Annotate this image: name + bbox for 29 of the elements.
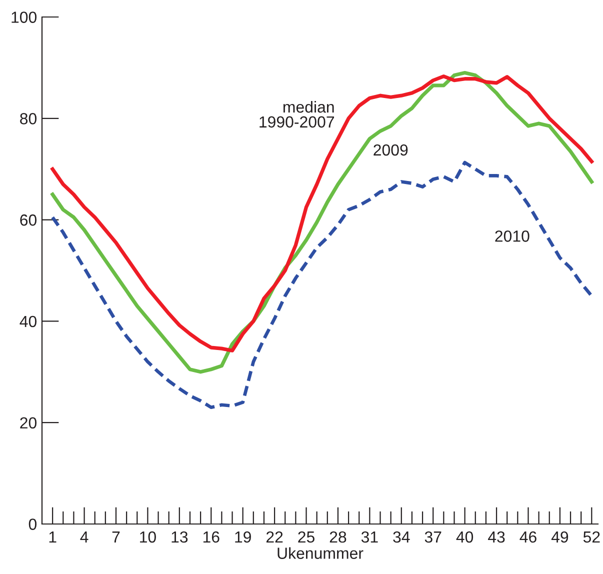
y-tick-label: 40 <box>20 316 37 328</box>
x-tick-label: 28 <box>330 531 346 543</box>
y-tick-label: 0 <box>28 518 37 530</box>
y-tick-label: 20 <box>20 417 37 429</box>
x-tick-label: 16 <box>203 531 220 543</box>
x-tick-label: 19 <box>235 531 251 543</box>
x-tick-label: 7 <box>112 532 120 543</box>
x-tick-label: 43 <box>488 531 505 543</box>
x-tick-label: 25 <box>298 531 314 543</box>
x-tick-label: 13 <box>172 531 188 543</box>
x-tick-label: 34 <box>393 531 410 543</box>
x-tick-label: 52 <box>583 531 600 543</box>
series-label: median 1990-2007 <box>260 100 334 128</box>
x-tick-label: 37 <box>424 531 442 543</box>
y-tick-label: 60 <box>20 214 37 226</box>
x-tick-label: 40 <box>456 531 474 543</box>
y-tick-label: 80 <box>20 113 37 124</box>
x-tick-label: 46 <box>520 531 536 543</box>
x-tick-label: 4 <box>80 532 88 543</box>
x-tick-label: 10 <box>140 531 156 543</box>
x-axis-title: Ukenummer <box>278 547 364 559</box>
y-tick-label: 100 <box>12 12 37 23</box>
line-series <box>50 160 594 410</box>
series-label: 2009 <box>374 144 408 156</box>
series-label: 2010 <box>495 230 530 242</box>
x-tick-label: 49 <box>551 531 568 543</box>
x-tick-label: 22 <box>266 531 283 543</box>
x-tick-label: 1 <box>49 532 56 543</box>
x-tick-label: 31 <box>361 531 378 543</box>
